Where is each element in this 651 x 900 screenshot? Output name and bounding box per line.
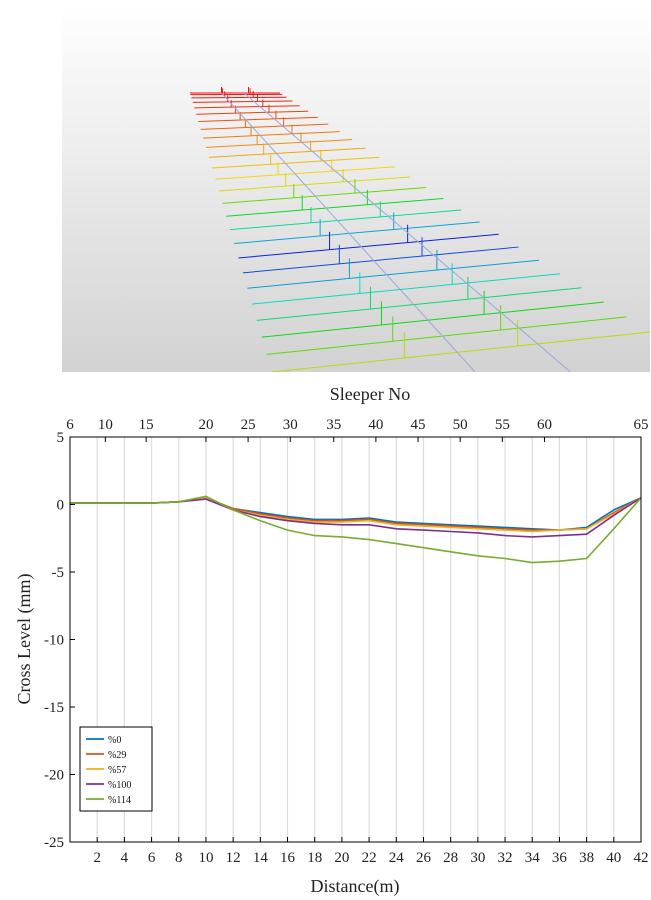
sleeper-line xyxy=(238,233,499,259)
legend-label: %100 xyxy=(108,780,131,791)
sleeper-line xyxy=(192,100,293,103)
x-tick-label: 28 xyxy=(443,850,458,866)
series-line xyxy=(70,495,642,564)
x-tick-label: 34 xyxy=(525,850,541,866)
sleeper-line xyxy=(200,123,329,130)
legend-label: %29 xyxy=(108,750,126,761)
x-tick-label: 24 xyxy=(389,850,405,866)
x-axis-ticks: 2 4 6 8 10 12 14 16 18 20 22 24 26 28 30 32 34 36 38 40 42 xyxy=(93,837,649,866)
sleeper-line xyxy=(251,273,560,305)
cross-level-chart: Sleeper No 2 4 6 8 10 12 14 16 18 20 22 24 26 28 30 32 3… xyxy=(14,384,649,897)
legend-label: %0 xyxy=(108,735,121,746)
sleeper-line xyxy=(256,287,582,321)
y-tick-label: -15 xyxy=(44,700,64,716)
legend: %0 %29 %57 %100 %114 xyxy=(79,726,153,812)
top-tick-label: 45 xyxy=(411,417,426,433)
top-tick-label: 65 xyxy=(634,417,649,433)
x-tick-label: 2 xyxy=(93,850,101,866)
sleeper-line xyxy=(215,166,395,180)
x-tick-label: 30 xyxy=(470,850,485,866)
x-tick-label: 12 xyxy=(226,850,241,866)
top-tick-label: 60 xyxy=(537,417,552,433)
y-tick-label: -5 xyxy=(52,565,65,581)
rail-line xyxy=(243,92,571,372)
x-tick-label: 14 xyxy=(253,850,269,866)
sleeper-line xyxy=(208,147,366,158)
x-tick-label: 8 xyxy=(175,850,183,866)
sleeper-line xyxy=(218,176,410,192)
x-tick-label: 6 xyxy=(148,850,156,866)
top-tick-label: 15 xyxy=(139,417,154,433)
x-tick-label: 20 xyxy=(334,850,349,866)
sleeper-line xyxy=(266,316,627,355)
y-tick-label: -20 xyxy=(44,768,64,784)
x-tick-label: 22 xyxy=(362,850,377,866)
sleeper-line xyxy=(271,331,650,372)
top-tick-label: 25 xyxy=(241,417,256,433)
x-tick-label: 16 xyxy=(280,850,296,866)
y-tick-label: -10 xyxy=(44,633,64,649)
sleeper-line xyxy=(212,156,380,169)
sleeper-line xyxy=(198,116,318,122)
sleeper-line xyxy=(194,105,300,109)
y-tick-label: -25 xyxy=(44,835,64,851)
x-tick-label: 40 xyxy=(606,850,621,866)
x-tick-label: 32 xyxy=(498,850,513,866)
top-tick-label: 55 xyxy=(495,417,510,433)
y-axis-ticks: 5 0 -5 -10 -15 -20 -25 xyxy=(44,430,75,851)
track-model-3d-render xyxy=(62,5,650,372)
sleeper-line xyxy=(230,209,462,231)
top-tick-label: 50 xyxy=(453,417,468,433)
top-tick-label: 35 xyxy=(326,417,341,433)
y-axis-title: Cross Level (mm) xyxy=(14,574,35,705)
plot-frame xyxy=(69,436,642,843)
x-tick-label: 36 xyxy=(552,850,568,866)
x-tick-label: 38 xyxy=(579,850,594,866)
sleeper-line xyxy=(234,221,480,245)
x-tick-label: 26 xyxy=(416,850,432,866)
top-tick-label: 20 xyxy=(198,417,213,433)
series-layer xyxy=(70,495,642,564)
legend-label: %57 xyxy=(108,765,126,776)
y-tick-label: 0 xyxy=(57,498,65,514)
top-axis-title: Sleeper No xyxy=(330,384,410,404)
top-axis-ticks: 6 10 15 20 25 30 35 40 45 50 55 60 65 xyxy=(66,417,649,442)
x-tick-label: 4 xyxy=(121,850,129,866)
sleeper-line xyxy=(203,131,340,139)
top-tick-label: 30 xyxy=(283,417,298,433)
y-tick-label: 5 xyxy=(57,430,65,446)
legend-label: %114 xyxy=(108,795,131,806)
sleeper-line xyxy=(205,139,353,148)
sleeper-line xyxy=(196,110,309,115)
sleeper-line xyxy=(242,246,519,274)
x-axis-title: Distance(m) xyxy=(311,876,400,897)
x-tick-label: 18 xyxy=(307,850,322,866)
top-tick-label: 10 xyxy=(98,417,113,433)
x-tick-label: 10 xyxy=(198,850,213,866)
sleeper-line xyxy=(261,301,604,338)
sleeper-line xyxy=(247,259,539,289)
track-wireframe xyxy=(190,87,650,372)
x-tick-label: 42 xyxy=(634,850,649,866)
sleeper-line xyxy=(222,187,427,204)
top-tick-label: 6 xyxy=(66,417,74,433)
top-tick-label: 40 xyxy=(368,417,383,433)
vertical-gridlines xyxy=(96,437,615,842)
sleeper-line xyxy=(191,96,287,99)
sleeper-line xyxy=(226,198,444,217)
rail-line xyxy=(221,92,476,372)
